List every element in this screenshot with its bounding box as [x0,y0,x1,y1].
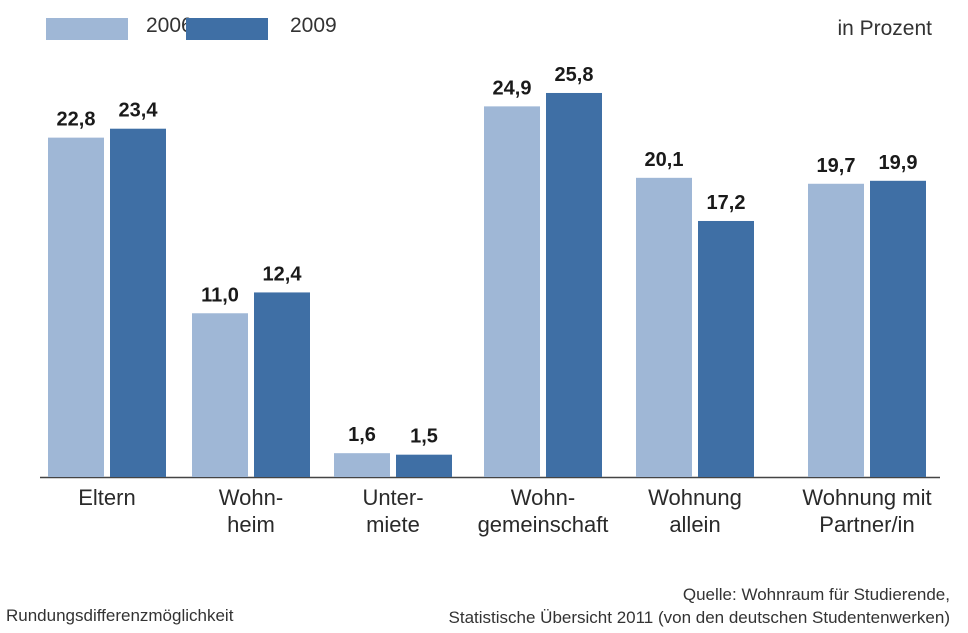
bar-2006-2 [334,453,390,477]
bar-2006-3 [484,106,540,477]
value-label-2006-4: 20,1 [645,149,684,171]
category-label-1-1: heim [227,512,275,537]
value-label-2009-4: 17,2 [707,192,746,214]
category-label-4-1: allein [669,512,720,537]
value-label-2009-2: 1,5 [410,426,438,448]
bar-2009-0 [110,128,166,477]
bar-2009-4 [698,220,754,477]
source-note: Quelle: Wohnraum für Studierende, Statis… [449,583,950,629]
value-label-2006-1: 11,0 [201,284,239,306]
category-label-5-0: Wohnung mit [802,485,931,510]
bar-2006-5 [808,183,864,477]
bar-2006-0 [48,137,104,477]
value-label-2009-0: 23,4 [119,100,159,122]
value-label-2009-1: 12,4 [263,263,303,285]
category-label-5-1: Partner/in [819,512,914,537]
category-label-3-1: gemeinschaft [478,512,609,537]
unit-label: in Prozent [837,17,932,40]
legend-label-2006: 2006 [146,14,193,37]
source-line-2: Statistische Übersicht 2011 (von den deu… [448,608,950,627]
rounding-note: Rundungsdifferenzmöglichkeit [6,606,234,625]
category-label-2-0: Unter- [362,485,423,510]
bar-2009-2 [396,454,452,477]
value-label-2006-3: 24,9 [493,77,532,99]
category-label-2-1: miete [366,512,420,537]
bar-2009-3 [546,92,602,477]
category-label-1-0: Wohn- [219,485,283,510]
bar-2006-4 [636,177,692,478]
category-label-4-0: Wohnung [648,485,742,510]
bar-2009-5 [870,180,926,478]
category-label-0-0: Eltern [78,485,135,510]
legend-swatch-2006 [46,18,128,40]
legend-swatch-2009 [186,18,268,40]
legend-label-2009: 2009 [290,14,337,37]
source-line-1: Quelle: Wohnraum für Studierende, [682,585,950,604]
value-label-2009-5: 19,9 [879,152,918,174]
value-label-2006-0: 22,8 [57,109,96,131]
bar-2006-1 [192,313,248,477]
value-label-2009-3: 25,8 [555,64,594,86]
value-label-2006-5: 19,7 [817,155,856,177]
category-label-3-0: Wohn- [511,485,575,510]
value-label-2006-2: 1,6 [348,424,376,446]
bar-2009-1 [254,292,310,477]
